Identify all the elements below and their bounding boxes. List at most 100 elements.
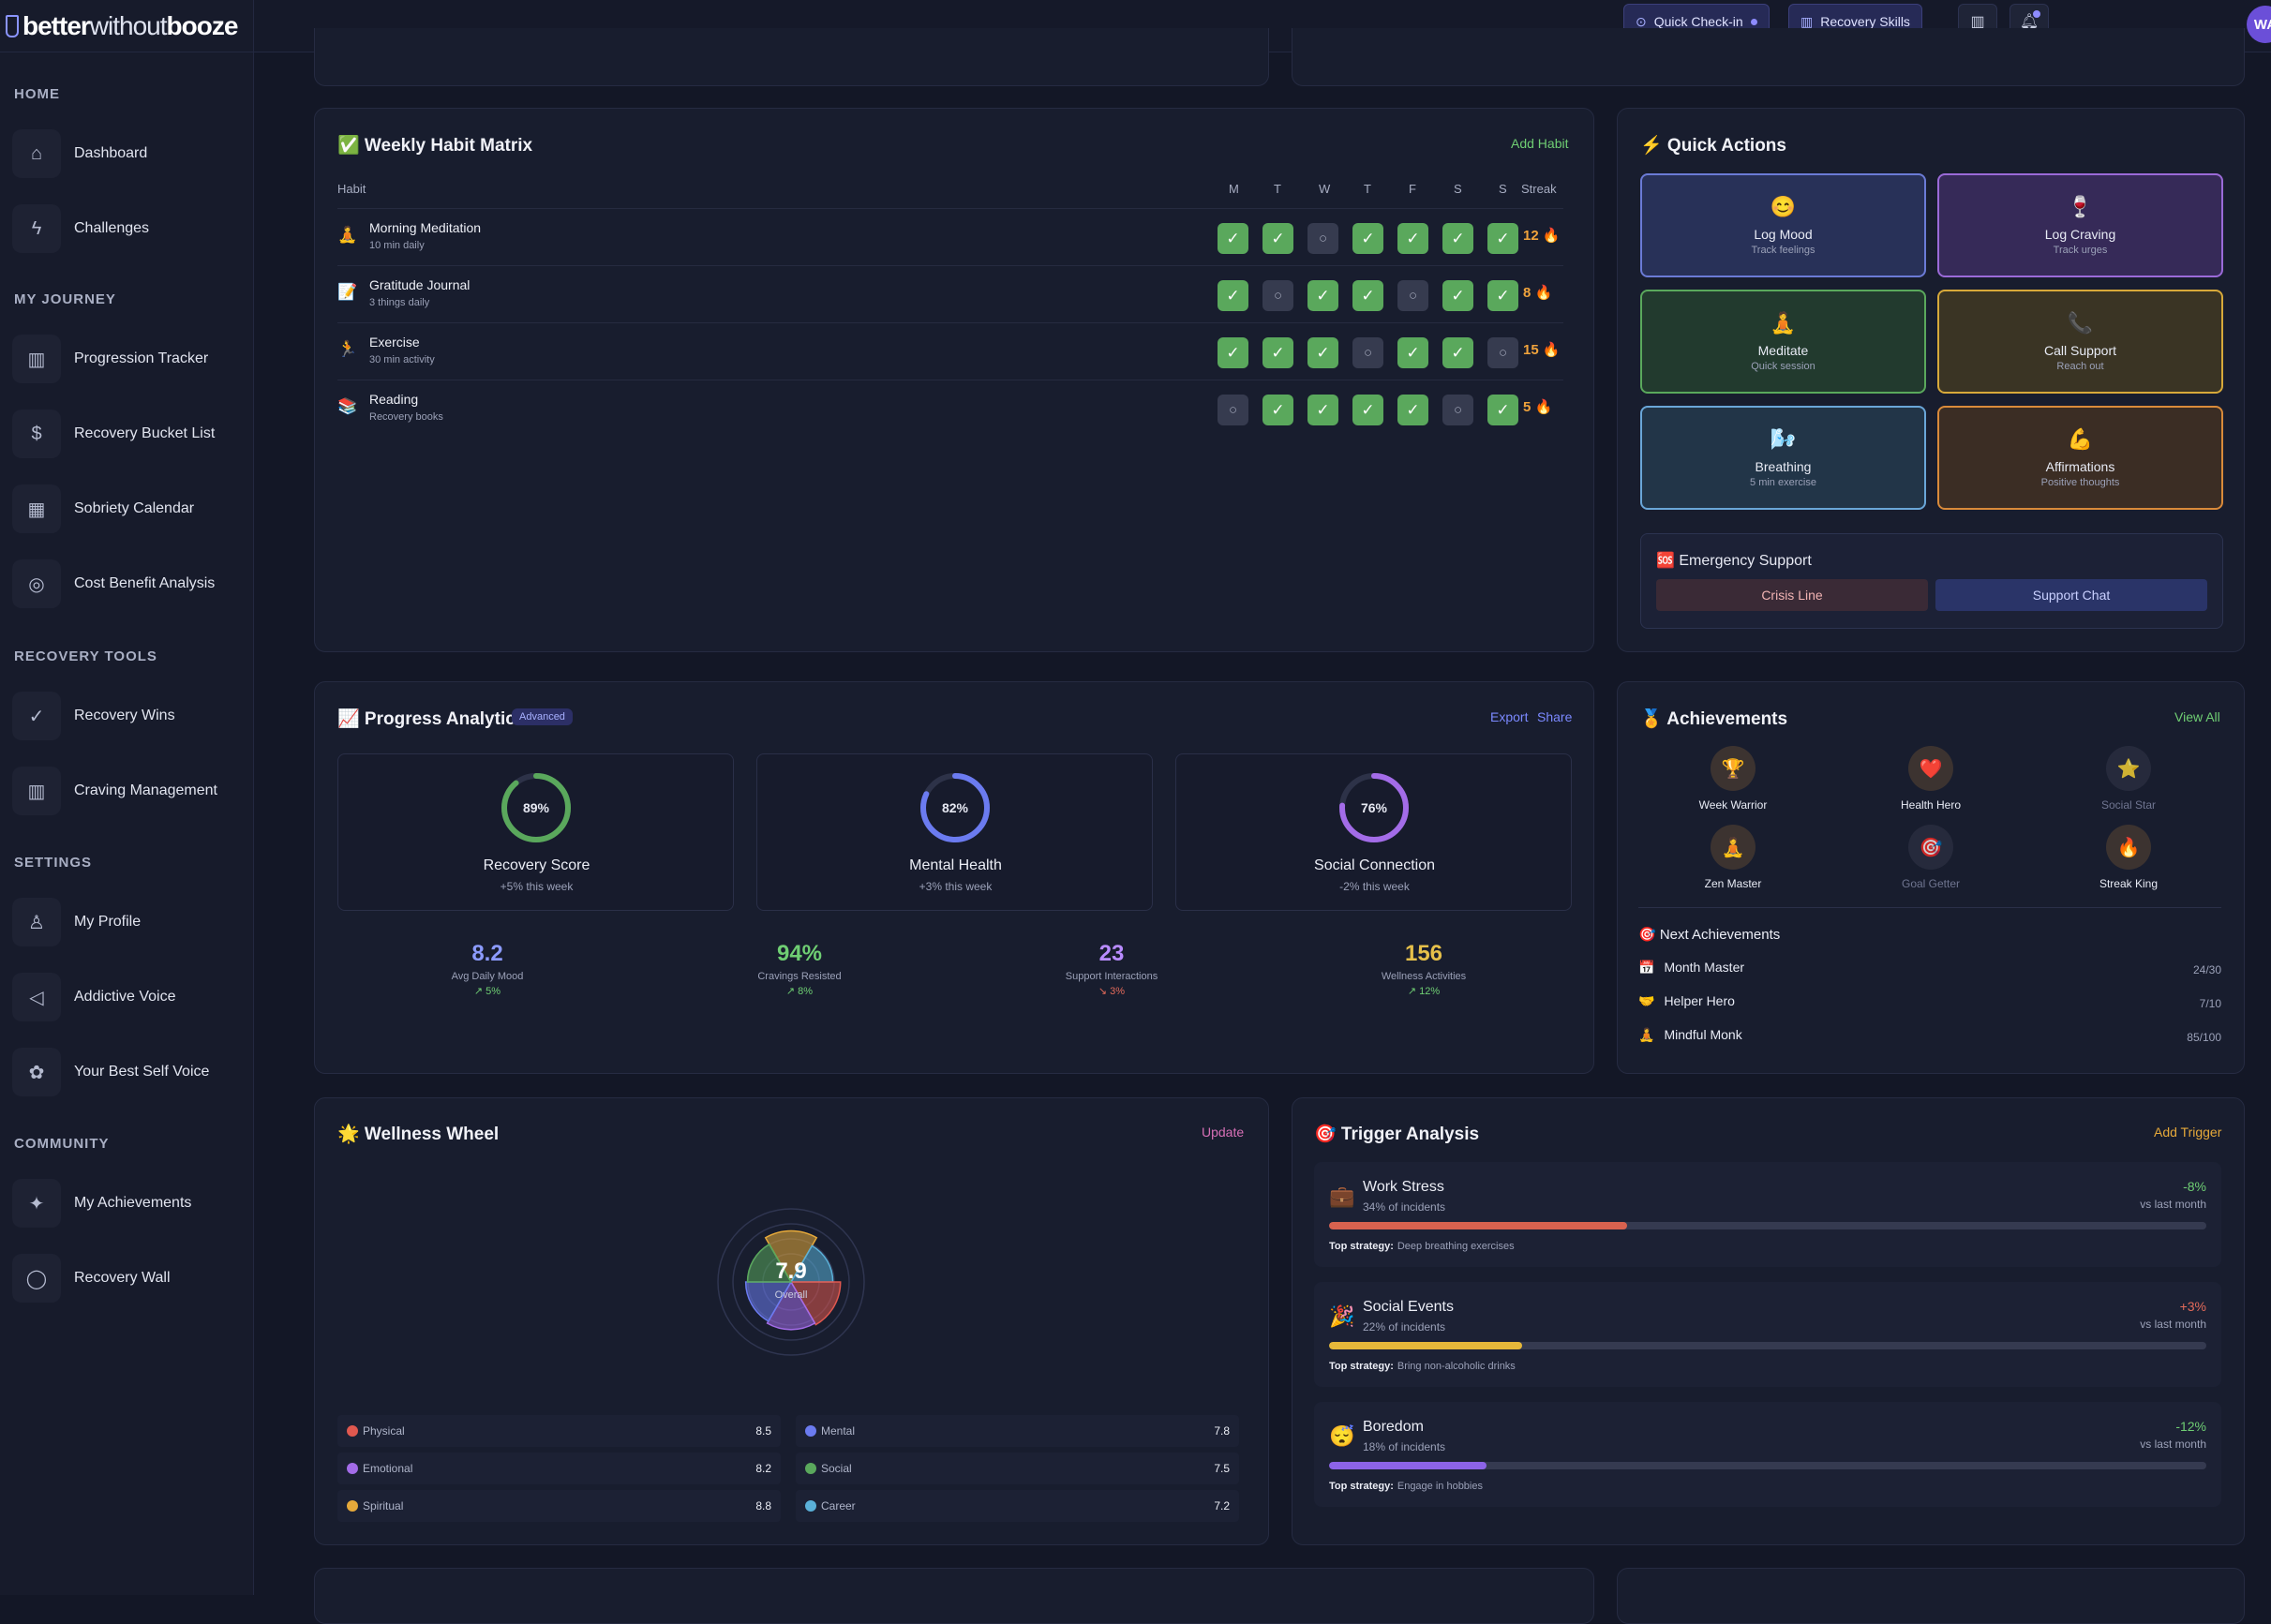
quick-action-breathing[interactable]: 🌬️ Breathing 5 min exercise [1640, 406, 1926, 510]
sidebar-item-addictive-voice[interactable]: ◁ Addictive Voice [12, 971, 247, 1023]
habit-done-cell[interactable]: ✓ [1262, 395, 1293, 425]
habit-done-cell[interactable]: ✓ [1307, 280, 1338, 311]
habit-done-cell[interactable]: ✓ [1218, 223, 1248, 254]
sidebar-item-recovery-bucket-list[interactable]: $ Recovery Bucket List [12, 408, 247, 460]
habit-done-cell[interactable]: ✓ [1397, 223, 1428, 254]
habit-missed-cell[interactable]: ○ [1352, 337, 1383, 368]
day-header: T [1364, 182, 1371, 196]
achievement-badge[interactable]: ❤️ Health Hero [1860, 746, 2001, 812]
quick-action-log-craving[interactable]: 🍷 Log Craving Track urges [1937, 173, 2223, 277]
habit-done-cell[interactable]: ✓ [1352, 395, 1383, 425]
notification-dot [2033, 10, 2040, 18]
strategy-label: Top strategy: [1329, 1241, 1394, 1252]
next-achievement-icon: 📅 [1638, 960, 1655, 975]
trigger-icon: 💼 [1329, 1184, 1355, 1208]
sidebar-item-your-best-self-voice[interactable]: ✿ Your Best Self Voice [12, 1046, 247, 1098]
calendar-icon: ▦ [12, 484, 61, 533]
legend-swatch [805, 1500, 816, 1512]
trigger-analysis-title: 🎯 Trigger Analysis [1314, 1125, 1480, 1144]
trigger-comparison: vs last month [2140, 1198, 2206, 1211]
stat-change: ↗ 8% [785, 986, 814, 997]
trigger-bar-fill [1329, 1222, 1628, 1229]
support-chat-button[interactable]: Support Chat [1935, 579, 2207, 611]
habit-done-cell[interactable]: ✓ [1442, 337, 1473, 368]
achievement-badge[interactable]: 🏆 Week Warrior [1663, 746, 1803, 812]
sidebar-item-challenges[interactable]: ϟ Challenges [12, 202, 247, 255]
wheel-segment-spiritual [764, 1229, 818, 1284]
habit-done-cell[interactable]: ✓ [1307, 395, 1338, 425]
quick-action-title: Log Craving [2044, 227, 2116, 242]
view-all-link[interactable]: View All [2174, 709, 2220, 724]
habit-done-cell[interactable]: ✓ [1352, 223, 1383, 254]
habit-missed-cell[interactable]: ○ [1307, 223, 1338, 254]
add-habit-link[interactable]: Add Habit [1511, 136, 1569, 151]
trigger-item[interactable]: 🎉 Social Events 22% of incidents +3% vs last… [1314, 1282, 2221, 1387]
bolt-icon: ϟ [12, 204, 61, 253]
day-header: T [1274, 182, 1281, 196]
sidebar-item-progression-tracker[interactable]: ▥ Progression Tracker [12, 333, 247, 385]
sidebar-item-recovery-wall[interactable]: ◯ Recovery Wall [12, 1252, 247, 1304]
trigger-comparison: vs last month [2140, 1438, 2206, 1451]
sidebar-item-sobriety-calendar[interactable]: ▦ Sobriety Calendar [12, 483, 247, 535]
sidebar-item-my-profile[interactable]: ♙ My Profile [12, 896, 247, 948]
habit-missed-cell[interactable]: ○ [1397, 280, 1428, 311]
habit-missed-cell[interactable]: ○ [1262, 280, 1293, 311]
habit-name: Reading [369, 392, 419, 407]
legend-value: 7.8 [1214, 1424, 1230, 1438]
ring-change: +5% this week [500, 880, 574, 893]
habit-done-cell[interactable]: ✓ [1442, 223, 1473, 254]
brand-text-2: without [89, 11, 168, 40]
quick-action-subtitle: 5 min exercise [1750, 477, 1816, 488]
wellness-legend-item: Career 7.2 [796, 1490, 1239, 1522]
habit-missed-cell[interactable]: ○ [1442, 395, 1473, 425]
sidebar-item-dashboard[interactable]: ⌂ Dashboard [12, 127, 247, 180]
habit-subtitle: Recovery books [369, 411, 443, 423]
habit-done-cell[interactable]: ✓ [1352, 280, 1383, 311]
habit-missed-cell[interactable]: ○ [1487, 337, 1518, 368]
quick-action-affirmations[interactable]: 💪 Affirmations Positive thoughts [1937, 406, 2223, 510]
speaker-icon: ◁ [12, 973, 61, 1021]
update-link[interactable]: Update [1202, 1125, 1245, 1140]
quick-action-call-support[interactable]: 📞 Call Support Reach out [1937, 290, 2223, 394]
avatar[interactable]: WA [2247, 6, 2271, 43]
habit-done-cell[interactable]: ✓ [1307, 337, 1338, 368]
achievement-icon: 🏆 [1711, 746, 1756, 791]
habit-done-cell[interactable]: ✓ [1262, 337, 1293, 368]
achievement-name: Social Star [2100, 798, 2157, 812]
habit-done-cell[interactable]: ✓ [1397, 337, 1428, 368]
puzzle-icon: ✿ [12, 1048, 61, 1096]
sidebar-item-cost-benefit-analysis[interactable]: ◎ Cost Benefit Analysis [12, 558, 247, 610]
achievement-badge[interactable]: ⭐ Social Star [2058, 746, 2199, 812]
trigger-item[interactable]: 😴 Boredom 18% of incidents -12% vs last mont… [1314, 1402, 2221, 1507]
brand-logo[interactable]: better without booze [6, 7, 238, 45]
habit-done-cell[interactable]: ✓ [1262, 223, 1293, 254]
day-header: W [1319, 182, 1331, 196]
habit-matrix-title: ✅ Weekly Habit Matrix [337, 136, 533, 156]
legend-name: Career [821, 1499, 856, 1512]
habit-done-cell[interactable]: ✓ [1218, 280, 1248, 311]
habit-done-cell[interactable]: ✓ [1218, 337, 1248, 368]
sidebar-item-label: My Achievements [74, 1195, 192, 1211]
sidebar-item-my-achievements[interactable]: ✦ My Achievements [12, 1177, 247, 1229]
crisis-line-button[interactable]: Crisis Line [1656, 579, 1928, 611]
habit-done-cell[interactable]: ✓ [1397, 395, 1428, 425]
achievement-icon: 🧘 [1711, 825, 1756, 870]
achievement-badge[interactable]: 🧘 Zen Master [1663, 825, 1803, 890]
achievement-badge[interactable]: 🔥 Streak King [2058, 825, 2199, 890]
export-link[interactable]: Export [1490, 709, 1529, 724]
quick-action-meditate[interactable]: 🧘 Meditate Quick session [1640, 290, 1926, 394]
sidebar-item-craving-management[interactable]: ▥ Craving Management [12, 765, 247, 817]
habit-done-cell[interactable]: ✓ [1487, 395, 1518, 425]
share-link[interactable]: Share [1537, 709, 1573, 724]
habit-done-cell[interactable]: ✓ [1487, 223, 1518, 254]
sidebar-item-label: Recovery Wins [74, 708, 175, 723]
sidebar-item-recovery-wins[interactable]: ✓ Recovery Wins [12, 690, 247, 742]
habit-done-cell[interactable]: ✓ [1487, 280, 1518, 311]
trigger-item[interactable]: 💼 Work Stress 34% of incidents -8% vs last m… [1314, 1162, 2221, 1267]
habit-done-cell[interactable]: ✓ [1442, 280, 1473, 311]
habit-missed-cell[interactable]: ○ [1218, 395, 1248, 425]
habit-icon: 📝 [337, 283, 358, 301]
quick-action-log-mood[interactable]: 😊 Log Mood Track feelings [1640, 173, 1926, 277]
achievement-badge[interactable]: 🎯 Goal Getter [1860, 825, 2001, 890]
add-trigger-link[interactable]: Add Trigger [2154, 1125, 2222, 1140]
